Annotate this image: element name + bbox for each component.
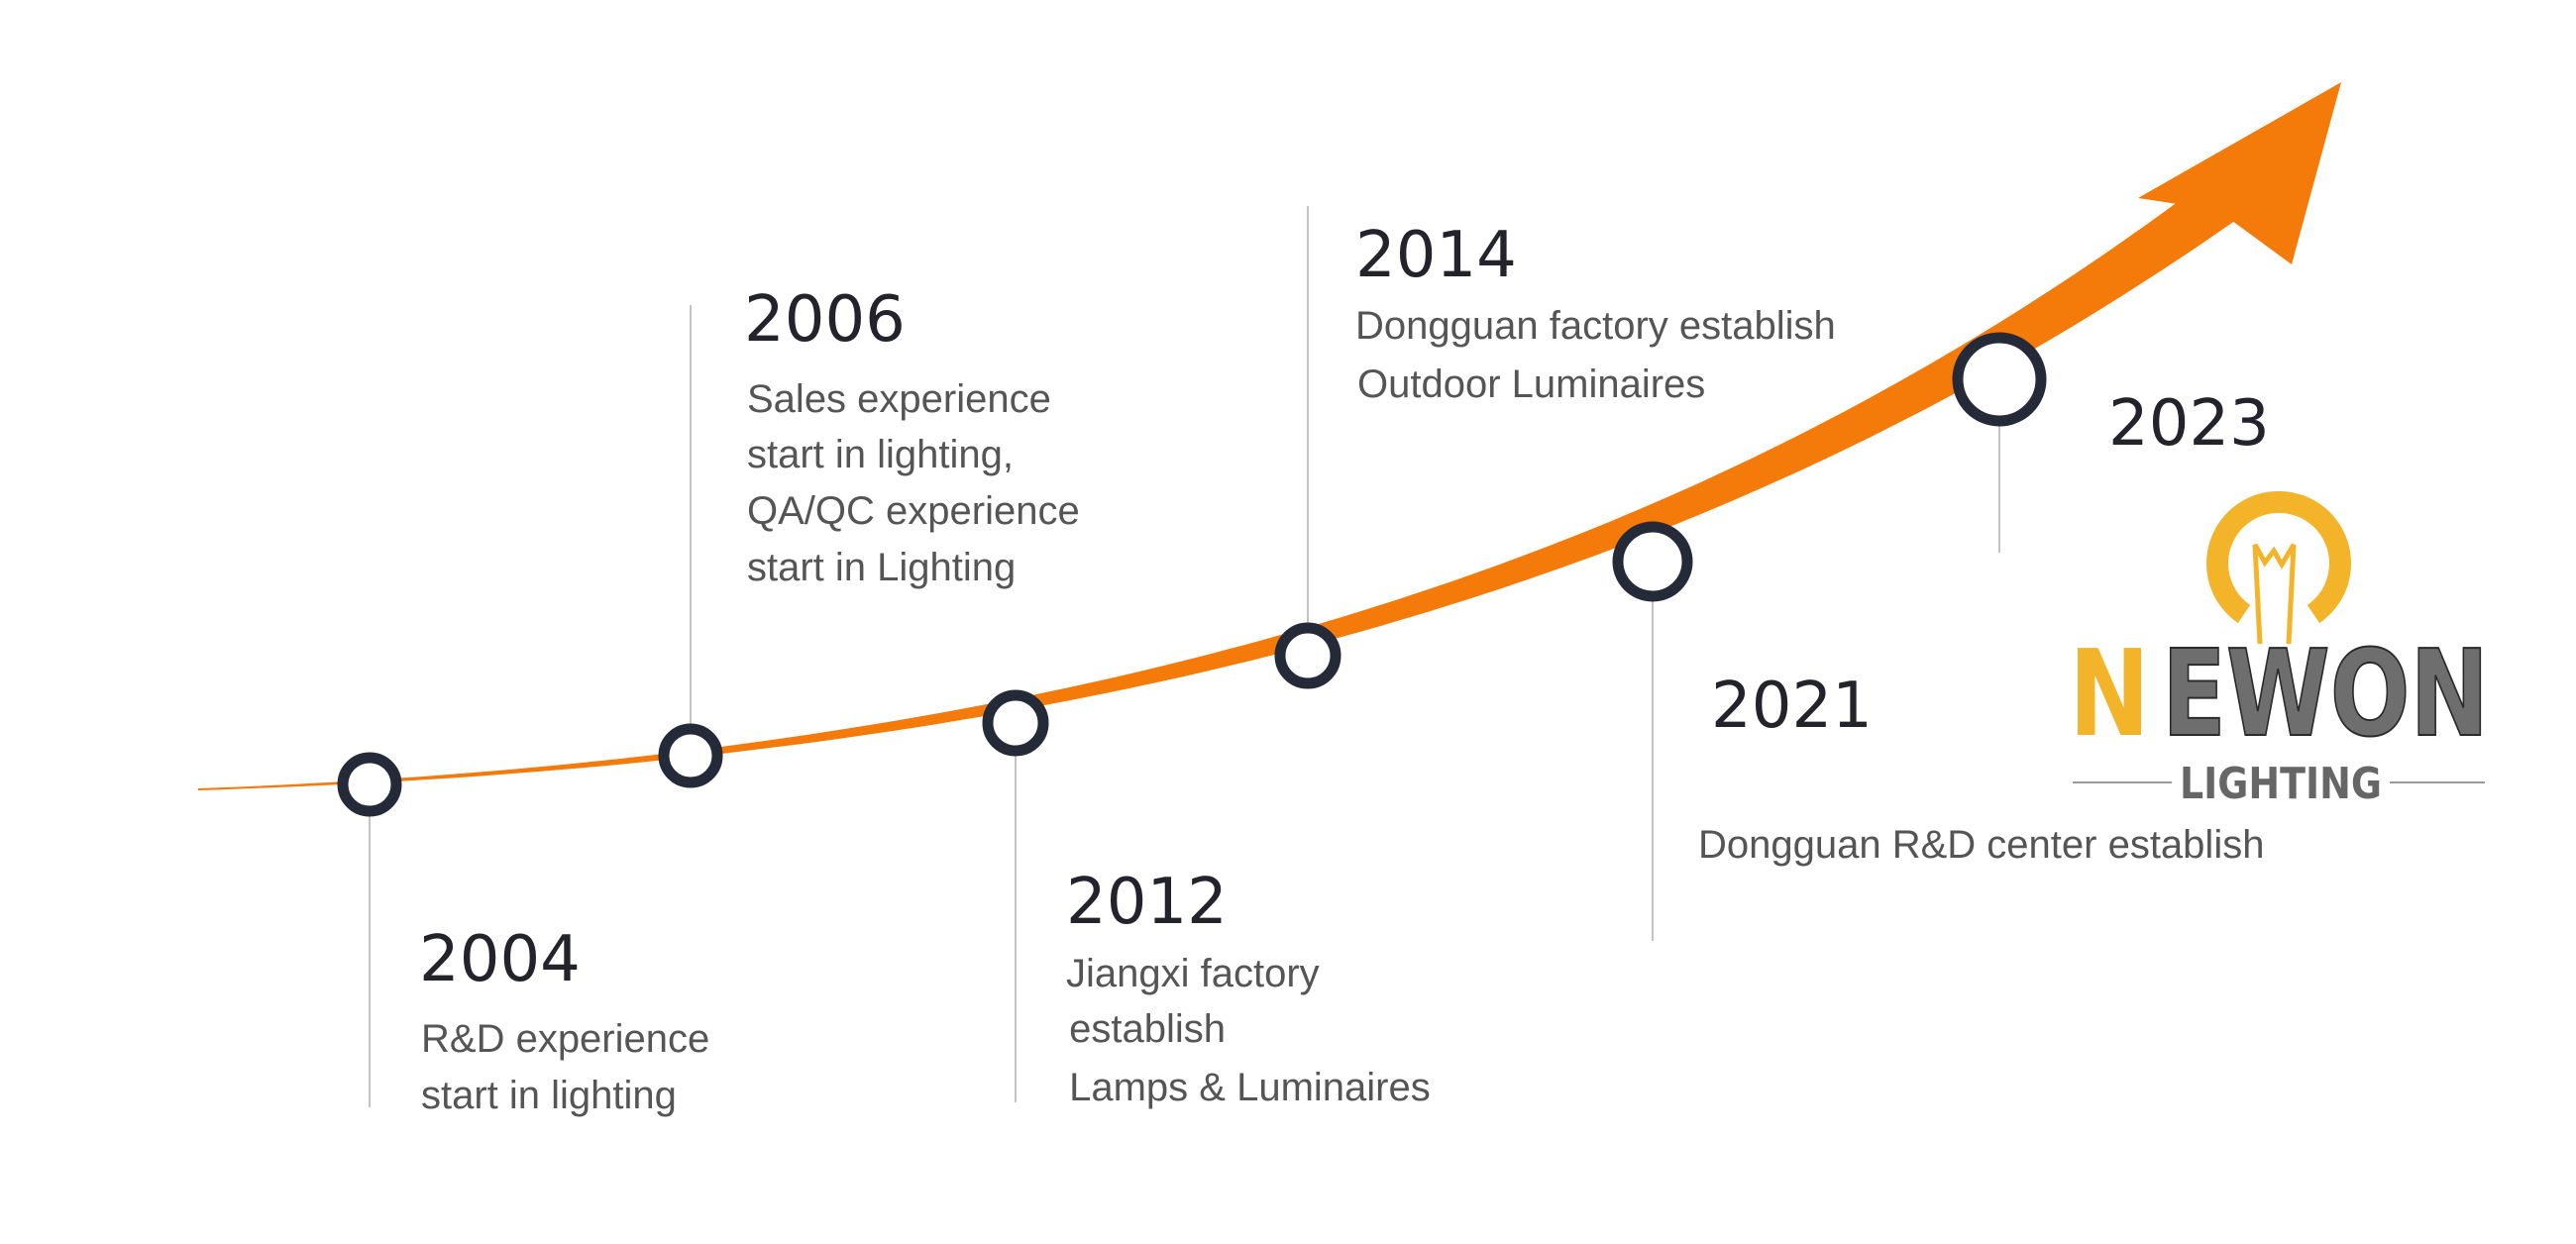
year-2004: 2004: [419, 923, 581, 996]
node-2012: [982, 689, 1049, 757]
desc-2014-line1: Dongguan factory establish: [1355, 304, 1836, 348]
year-2012: 2012: [1066, 866, 1228, 939]
logo-first-letter: N: [2069, 626, 2150, 764]
node-2021: [1612, 521, 1693, 602]
lightbulb-icon: [2206, 490, 2351, 645]
desc-2006-line3: QA/QC experience: [747, 489, 1080, 533]
logo-wordmark: EWON: [2162, 626, 2489, 764]
year-2006: 2006: [744, 283, 906, 357]
year-2021: 2021: [1711, 670, 1873, 743]
desc-2004-line2: start in lighting: [421, 1074, 677, 1117]
desc-2012-line3: Lamps & Luminaires: [1058, 1066, 1431, 1109]
arrowhead-icon: [2138, 82, 2341, 264]
desc-2012-line1: Jiangxi factory: [1066, 952, 1320, 995]
node-2004: [337, 752, 402, 817]
node-2006: [658, 723, 723, 788]
newon-lighting-logo: N EWON LIGHTING: [2069, 490, 2490, 809]
desc-2014-line2: Outdoor Luminaires: [1357, 363, 1705, 406]
desc-2012-line2: establish: [1058, 1007, 1226, 1051]
growth-curve: [198, 82, 2341, 791]
logo-subtitle: LIGHTING: [2180, 759, 2382, 809]
desc-2006-line4: start in Lighting: [747, 546, 1016, 589]
year-2023: 2023: [2108, 387, 2270, 461]
desc-2021-line1: Dongguan R&D center establish: [1698, 823, 2264, 867]
desc-2006-line2: start in lighting,: [747, 433, 1014, 476]
node-2023: [1952, 332, 2047, 427]
node-2014: [1274, 622, 1342, 689]
year-2014: 2014: [1355, 219, 1517, 292]
desc-2004-line1: R&D experience: [421, 1017, 709, 1061]
desc-2006-line1: Sales experience: [747, 377, 1051, 421]
curve-band: [198, 177, 2239, 791]
